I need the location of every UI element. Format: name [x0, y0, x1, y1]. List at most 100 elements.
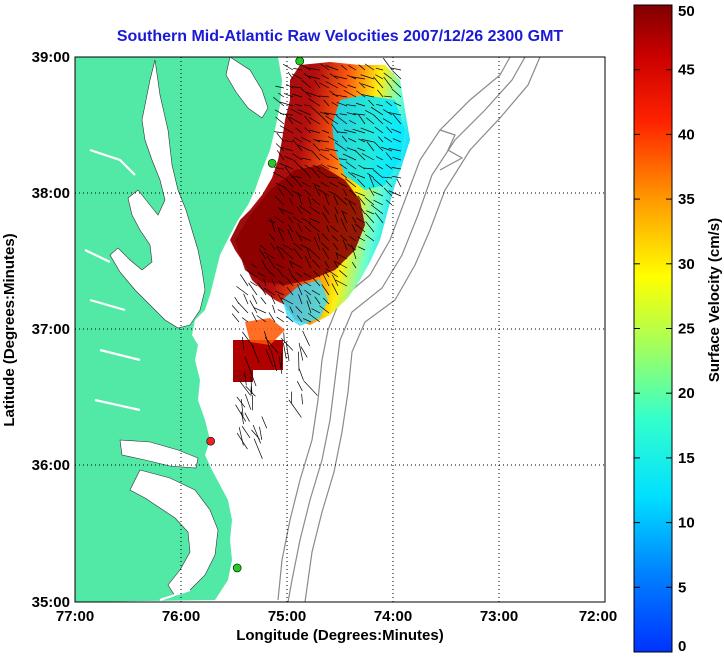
velocity-arrow	[280, 337, 294, 351]
x-axis-label: Longitude (Degrees:Minutes)	[236, 627, 444, 644]
velocity-arrow	[334, 206, 339, 215]
velocity-arrow	[276, 226, 285, 233]
velocity-arrow	[251, 312, 258, 323]
velocity-arrow	[289, 198, 294, 206]
velocity-arrow	[305, 75, 321, 80]
colorbar-tick-label: 10	[678, 515, 695, 532]
velocity-arrow	[385, 152, 393, 161]
velocity-arrow	[376, 156, 384, 161]
colorbar-tick-label: 20	[678, 385, 695, 402]
velocity-arrow	[304, 164, 312, 170]
velocity-arrow	[391, 88, 402, 98]
velocity-arrow	[346, 243, 357, 251]
velocity-arrow	[301, 217, 312, 224]
velocity-arrow	[294, 137, 303, 143]
velocity-arrow	[283, 332, 285, 343]
velocity-arrow	[312, 259, 321, 269]
velocity-arrow	[357, 147, 366, 152]
velocity-arrow	[309, 249, 321, 260]
velocity-arrow	[334, 142, 348, 152]
colorbar-tick-label: 45	[678, 62, 695, 79]
velocity-arrow	[388, 190, 402, 197]
velocity-arrow	[324, 112, 339, 116]
velocity-arrow	[286, 84, 294, 89]
velocity-arrow	[288, 268, 294, 278]
plot-frame	[74, 56, 606, 603]
velocity-arrow	[250, 376, 253, 395]
velocity-arrow	[340, 64, 348, 71]
velocity-arrow	[303, 281, 312, 287]
velocity-arrow	[297, 284, 303, 296]
velocity-arrow	[312, 278, 321, 287]
velocity-arrow	[312, 164, 321, 170]
velocity-arrow	[351, 224, 357, 233]
velocity-arrow	[313, 236, 321, 251]
velocity-arrow	[319, 95, 330, 98]
velocity-arrow	[270, 350, 277, 372]
velocity-arrow	[288, 399, 302, 418]
velocity-arrow	[339, 163, 348, 170]
velocity-arrow	[263, 287, 276, 296]
velocity-arrow	[318, 188, 330, 197]
velocity-arrow	[314, 79, 321, 89]
velocity-arrow	[285, 276, 294, 287]
red-block	[233, 340, 283, 370]
velocity-arrow	[283, 185, 294, 197]
velocity-arrow	[321, 284, 330, 296]
velocity-arrow	[365, 117, 375, 125]
velocity-arrow	[322, 205, 330, 215]
velocity-arrow	[331, 123, 339, 134]
velocity-arrow	[298, 342, 304, 361]
velocity-arrow	[320, 149, 330, 152]
velocity-arrow	[357, 246, 366, 251]
velocity-arrow	[274, 216, 285, 224]
velocity-arrow	[365, 212, 375, 224]
velocity-arrow	[322, 274, 330, 287]
velocity-arrow	[236, 396, 246, 408]
velocity-arrow	[372, 191, 384, 197]
velocity-arrow	[301, 393, 303, 405]
velocity-arrow	[339, 234, 348, 242]
velocity-arrow	[382, 57, 393, 71]
velocity-arrow	[277, 309, 285, 314]
velocity-arrow	[312, 143, 321, 152]
velocity-arrow	[328, 176, 339, 179]
velocity-arrow	[311, 198, 321, 206]
velocity-arrow	[320, 242, 330, 251]
velocity-arrow	[386, 199, 393, 206]
velocity-arrow	[328, 190, 339, 197]
velocity-arrow	[360, 74, 375, 80]
velocity-arrow	[277, 187, 285, 197]
velocity-arrow	[239, 274, 249, 287]
velocity-arrow	[319, 153, 330, 161]
velocity-arrow	[248, 282, 258, 296]
velocity-arrow	[293, 67, 303, 71]
velocity-arrow	[289, 261, 303, 269]
velocity-arrow	[257, 272, 267, 278]
velocity-arrow	[303, 104, 312, 107]
velocity-arrow	[248, 366, 257, 387]
velocity-arrow	[292, 93, 303, 98]
velocity-arrow	[367, 172, 375, 179]
velocity-arrow	[244, 412, 250, 422]
velocity-arrow	[317, 169, 330, 179]
velocity-arrow	[253, 438, 263, 460]
velocity-arrow	[385, 101, 393, 107]
velocity-arrow	[357, 195, 366, 206]
velocity-arrow	[351, 244, 357, 260]
y-tick-label: 35:00	[32, 594, 70, 611]
velocity-arrow	[295, 127, 303, 134]
velocity-arrow	[276, 246, 285, 260]
velocity-arrow	[274, 290, 285, 296]
x-tick-label: 77:00	[56, 608, 94, 625]
velocity-arrow	[383, 176, 393, 179]
velocity-arrow	[353, 113, 366, 116]
velocity-arrow	[260, 297, 267, 305]
velocity-arrow	[279, 125, 294, 134]
velocity-arrow	[319, 305, 330, 314]
velocity-arrow	[293, 242, 303, 251]
velocity-arrow	[261, 416, 268, 429]
velocity-arrow	[375, 74, 384, 80]
colorbar-tick-label: 25	[678, 321, 695, 338]
velocity-arrow	[396, 178, 402, 188]
